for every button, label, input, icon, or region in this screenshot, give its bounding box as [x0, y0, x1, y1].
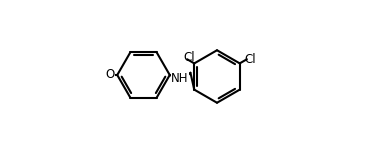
Text: Cl: Cl — [244, 53, 256, 66]
Text: NH: NH — [171, 72, 189, 85]
Text: O: O — [105, 69, 115, 81]
Text: methoxy: methoxy — [97, 79, 104, 80]
Text: Cl: Cl — [183, 51, 195, 64]
